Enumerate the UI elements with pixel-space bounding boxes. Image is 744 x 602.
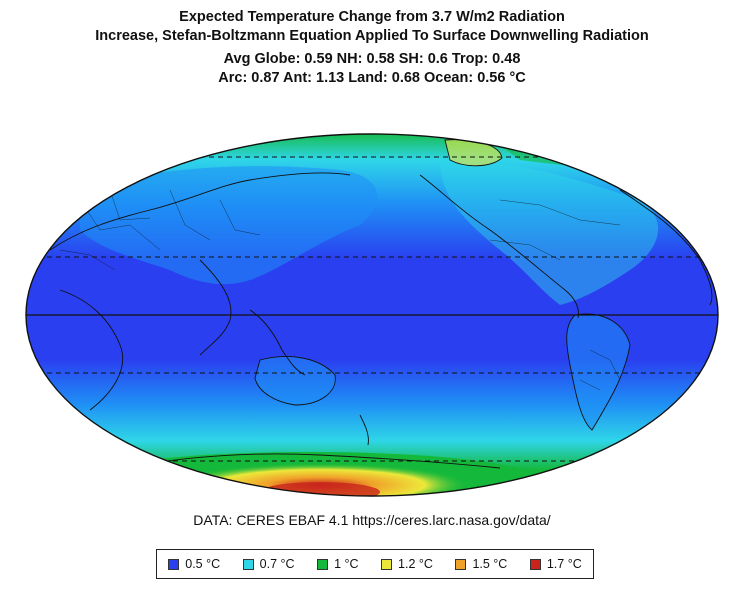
legend-swatch-0 (168, 558, 180, 570)
legend-swatch-3 (381, 558, 393, 570)
legend-item: 1.5 °C (455, 557, 507, 571)
stats-line2: Arc: 0.87 Ant: 1.13 Land: 0.68 Ocean: 0.… (218, 70, 526, 86)
legend-item: 0.5 °C (168, 557, 220, 571)
legend-label: 1.5 °C (472, 557, 508, 571)
chart-title-line2: Increase, Stefan-Boltzmann Equation Appl… (95, 28, 649, 44)
chart-title-line1: Expected Temperature Change from 3.7 W/m… (179, 9, 565, 25)
legend: 0.5 °C 0.7 °C 1 °C 1.2 °C 1.5 °C 1.7 °C (156, 549, 594, 579)
temperature-map (25, 133, 719, 497)
legend-item: 1.7 °C (529, 557, 582, 571)
legend-swatch-5 (529, 558, 541, 570)
asia-landmass (80, 166, 378, 285)
legend-swatch-1 (242, 558, 254, 570)
stats-line1: Avg Globe: 0.59 NH: 0.58 SH: 0.6 Trop: 0… (223, 51, 521, 67)
data-source-note: DATA: CERES EBAF 4.1 https://ceres.larc.… (193, 512, 551, 528)
legend-item: 1 °C (317, 557, 359, 571)
greenland-landmass (445, 139, 502, 166)
legend-item: 1.2 °C (381, 557, 433, 571)
legend-swatch-4 (455, 558, 467, 570)
north-america-landmass (440, 160, 659, 305)
legend-item: 0.7 °C (242, 557, 295, 571)
south-america-landmass (566, 314, 630, 430)
legend-label: 1.7 °C (546, 557, 582, 571)
legend-label: 1 °C (334, 557, 359, 571)
legend-swatch-2 (317, 558, 329, 570)
country-borders (59, 189, 621, 391)
antarctica-core (260, 482, 380, 496)
legend-label: 0.7 °C (259, 557, 295, 571)
legend-label: 1.2 °C (398, 557, 433, 571)
globe-outline (25, 133, 719, 497)
legend-label: 0.5 °C (185, 557, 221, 571)
australia-landmass (255, 356, 336, 405)
